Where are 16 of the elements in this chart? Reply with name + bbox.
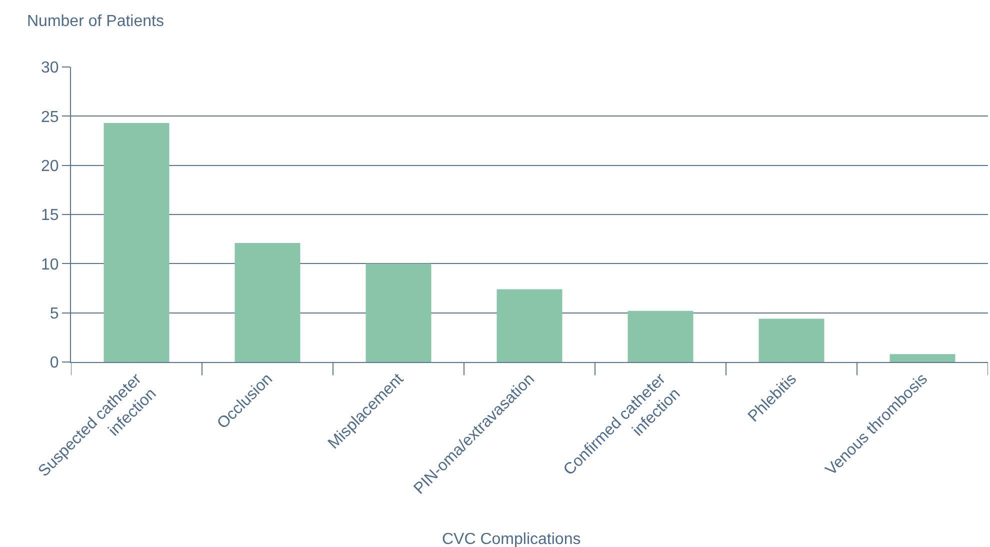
- bar: [758, 318, 824, 362]
- y-axis-title: Number of Patients: [27, 13, 164, 30]
- bar: [366, 264, 432, 362]
- y-tick-label: 15: [41, 207, 59, 224]
- bar: [234, 243, 300, 362]
- y-tick-label: 5: [50, 305, 59, 322]
- y-tick-label: 25: [41, 108, 59, 126]
- x-axis-title: CVC Complications: [442, 531, 581, 547]
- y-tick-label: 0: [50, 354, 59, 372]
- bar: [104, 123, 170, 362]
- bar: [628, 310, 694, 362]
- y-tick-label: 30: [41, 60, 59, 77]
- y-tick-label: 10: [41, 256, 59, 274]
- bar: [496, 289, 562, 362]
- bar: [890, 354, 956, 362]
- y-tick-label: 20: [41, 158, 59, 175]
